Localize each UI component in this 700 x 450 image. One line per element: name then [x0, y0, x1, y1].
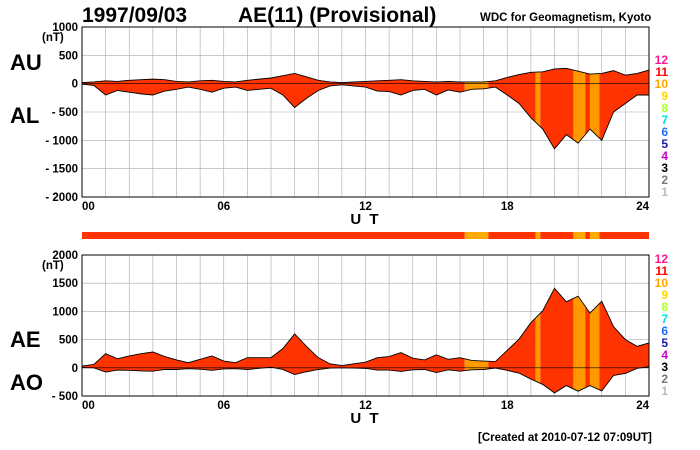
y-tick-label: 0 [72, 79, 78, 91]
area-segment [585, 68, 590, 149]
y-tick-label: - 1500 [45, 164, 78, 176]
au-al-panel: 1000 500 0 - 500 - 1000 - 1500 - 2000 00 06 12 18… [10, 22, 650, 228]
x-tick-label: 24 [636, 400, 649, 412]
area-segment [82, 288, 465, 393]
y-tick-label: 500 [59, 335, 78, 347]
area-segment [540, 288, 574, 393]
y-tick-label: 1500 [52, 278, 78, 290]
area-segment [535, 68, 541, 149]
x-tick-label: 24 [636, 201, 649, 213]
created-timestamp: [Created at 2010-07-12 07:09UT] [478, 432, 652, 444]
series-ae-line [81, 287, 650, 367]
y-tick-label: 0 [72, 363, 78, 375]
count-bar-segment [599, 232, 649, 239]
count-bar-segment [535, 232, 541, 239]
count-bar-segment [573, 232, 586, 239]
x-tick-label: 00 [82, 400, 95, 412]
legend-station-count-10: 10 [655, 276, 669, 290]
y-tick-label: - 500 [52, 391, 78, 403]
au-al-unit: (nT) [42, 32, 64, 44]
plot-title: AE(11) (Provisional) [238, 4, 436, 27]
y-tick-label: - 1000 [45, 135, 78, 147]
legend-station-count-12: 12 [655, 252, 669, 266]
y-tick-label: 500 [59, 50, 78, 62]
legend-station-count-7: 7 [661, 312, 668, 326]
x-tick-label: 06 [217, 201, 230, 213]
legend-station-count-9: 9 [661, 89, 668, 103]
plot-date: 1997/09/03 [82, 4, 187, 27]
area-segment [585, 288, 590, 393]
area-segment [535, 288, 541, 393]
count-bar-segment [82, 232, 465, 239]
legend-station-count-8: 8 [661, 101, 668, 115]
area-segment [589, 68, 600, 149]
legend-station-count-6: 6 [661, 324, 668, 338]
au-label: AU [10, 50, 42, 75]
legend-station-count-11: 11 [655, 65, 668, 79]
ae-ao-panel: 2000 1500 1000 500 0 - 500 00 06 12 18 24 (nT) U … [10, 250, 650, 427]
x-tick-label: 18 [501, 400, 514, 412]
legend-station-count-6: 6 [661, 125, 668, 139]
series-al-line [81, 83, 649, 150]
x-tick-label: 12 [359, 400, 372, 412]
legend-station-count-7: 7 [661, 113, 668, 127]
legend-station-count-5: 5 [661, 336, 668, 350]
y-tick-label: - 500 [52, 107, 78, 119]
y-tick-label: 2000 [52, 250, 78, 262]
ae-ao-xlabel: U T [350, 410, 380, 427]
legend-station-count-2: 2 [661, 173, 668, 187]
ae-ao-frame [81, 254, 650, 397]
series-ao-line [81, 366, 650, 394]
count-bar-segment [589, 232, 600, 239]
legend-station-count-3: 3 [661, 161, 668, 175]
ao-label: AO [10, 370, 43, 395]
ae-label: AE [10, 327, 41, 352]
legend-station-count-5: 5 [661, 137, 668, 151]
count-bar-segment [540, 232, 574, 239]
area-segment [589, 288, 600, 393]
au-al-xlabel: U T [350, 211, 380, 228]
legend-station-count-3: 3 [661, 360, 668, 374]
y-tick-label: - 2000 [45, 192, 78, 204]
y-tick-label: 1000 [52, 306, 78, 318]
al-label: AL [10, 103, 39, 128]
ae-ao-unit: (nT) [42, 260, 64, 272]
legend-station-count-2: 2 [661, 372, 668, 386]
legend-station-count-1: 1 [661, 384, 668, 398]
legend-station-count-8: 8 [661, 300, 668, 314]
y-tick-label: 1000 [52, 22, 78, 34]
area-segment [599, 288, 649, 393]
legend-station-count-9: 9 [661, 288, 668, 302]
legend-station-count-12: 12 [655, 53, 669, 67]
x-tick-label: 18 [501, 201, 514, 213]
legend-station-count-4: 4 [661, 348, 668, 362]
station-count-bar [82, 232, 649, 239]
area-segment [540, 68, 574, 149]
x-tick-label: 06 [217, 400, 230, 412]
x-tick-label: 12 [359, 201, 372, 213]
legend-station-count-1: 1 [661, 185, 668, 199]
legend-station-count-4: 4 [661, 149, 668, 163]
count-bar-segment [488, 232, 536, 239]
area-segment [464, 288, 489, 393]
legend-station-count-11: 11 [655, 264, 668, 278]
count-bar-segment [464, 232, 489, 239]
x-tick-label: 00 [82, 201, 95, 213]
legend-station-count-10: 10 [655, 77, 669, 91]
series-au-line [81, 67, 650, 83]
count-bar-segment [585, 232, 590, 239]
area-segment [573, 288, 586, 393]
data-source: WDC for Geomagnetism, Kyoto [480, 12, 651, 24]
au-al-frame [81, 26, 650, 198]
area-segment [573, 68, 586, 149]
